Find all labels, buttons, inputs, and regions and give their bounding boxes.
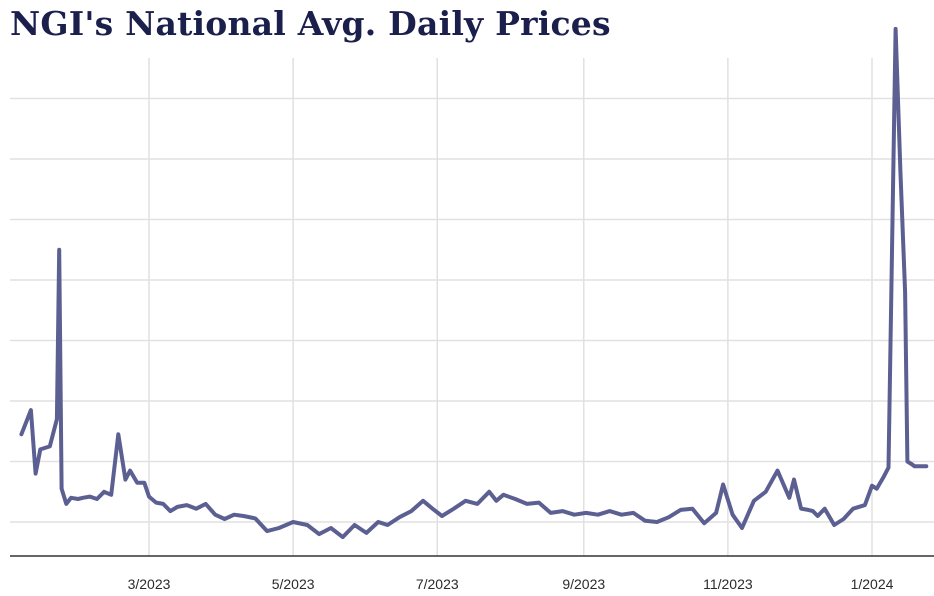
x-tick-label: 1/2024 [851,576,894,592]
x-tick-label: 7/2023 [416,576,459,592]
x-tick-label: 9/2023 [562,576,605,592]
x-tick-labels: 3/2023 5/2023 7/2023 9/2023 11/2023 1/2024 [128,576,894,592]
x-tick-label: 11/2023 [703,576,753,592]
horizontal-gridlines [10,97,934,523]
x-tick-label: 5/2023 [272,576,315,592]
price-series-line [19,26,929,540]
vertical-gridlines [148,58,873,556]
chart-title: NGI's National Avg. Daily Prices [10,4,611,43]
x-tick-label: 3/2023 [128,576,171,592]
